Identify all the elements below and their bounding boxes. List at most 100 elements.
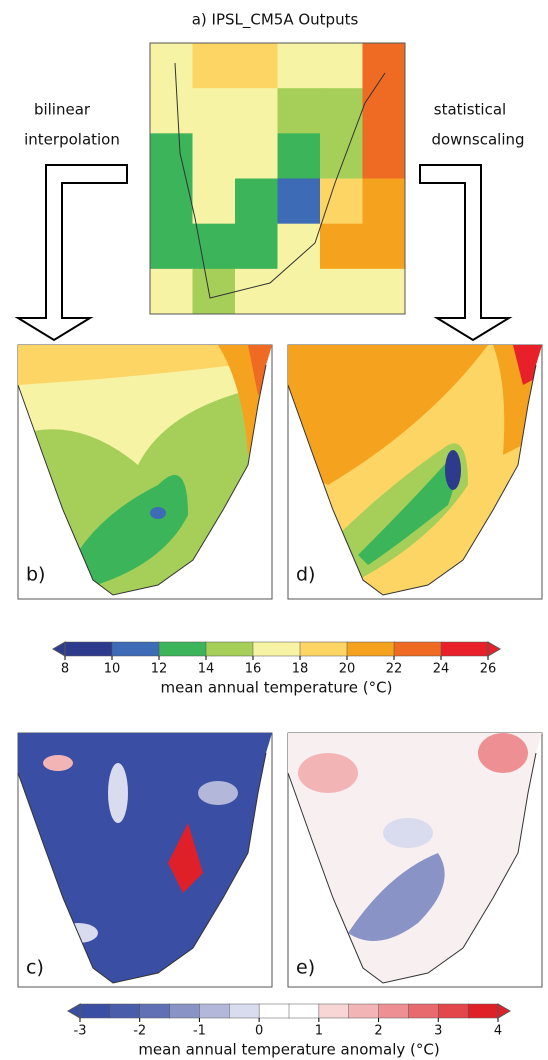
colorbar-bin xyxy=(440,641,489,657)
colorbar-tick-label: 20 xyxy=(339,662,356,677)
colorbar-extension xyxy=(52,641,66,657)
colorbar-bin xyxy=(318,1003,350,1019)
colorbar-bin xyxy=(467,1003,499,1019)
grid-cell xyxy=(362,133,406,179)
colorbar-tick-label: 26 xyxy=(480,662,497,677)
colorbar-tick-label: 0 xyxy=(255,1024,263,1039)
colorbar-extension xyxy=(487,641,501,657)
grid-cell xyxy=(277,178,321,225)
arrow-right xyxy=(419,164,513,342)
arrow-label: statistical xyxy=(434,101,506,119)
colorbar-bin xyxy=(258,1003,290,1019)
colorbar-tick-label: 16 xyxy=(245,662,262,677)
colorbar-tick-label: 10 xyxy=(104,662,121,677)
grid-cell xyxy=(277,268,321,315)
colorbar-tick-label: -3 xyxy=(74,1024,87,1039)
panel-label: b) xyxy=(26,564,45,586)
grid-cell xyxy=(320,268,363,315)
colorbar-tick-label: 3 xyxy=(434,1024,442,1039)
colorbar-bin xyxy=(288,1003,320,1019)
coastline xyxy=(174,62,386,299)
colorbar-bin xyxy=(348,1003,380,1019)
grid-cell xyxy=(277,88,321,134)
colorbar-bin xyxy=(169,1003,200,1019)
grid-cell xyxy=(235,43,278,89)
colorbar-tick-label: 1 xyxy=(315,1024,323,1039)
colorbar-bin xyxy=(346,641,395,657)
colorbar-bin xyxy=(109,1003,141,1019)
panel-a-title: a) IPSL_CM5A Outputs xyxy=(192,11,359,30)
grid-cell xyxy=(150,88,193,134)
grid-cell xyxy=(235,268,278,315)
grid-cell xyxy=(150,223,193,270)
grid-cell xyxy=(192,133,236,179)
colorbar-bin xyxy=(229,1003,260,1019)
panel-label: e) xyxy=(296,957,315,979)
map-panel-c: c) xyxy=(17,732,273,988)
grid-cell xyxy=(320,88,363,134)
colorbar-extension xyxy=(497,1003,511,1019)
arrow-label: downscaling xyxy=(431,131,524,149)
frame xyxy=(149,42,406,315)
grid-cell xyxy=(192,178,236,225)
grid-cell xyxy=(362,43,406,89)
colorbar-tick-label: 8 xyxy=(61,662,69,677)
grid-cell xyxy=(362,178,406,225)
coarse-grid-map xyxy=(149,42,406,315)
colorbar-tick-label: 18 xyxy=(292,662,309,677)
colorbar-bin xyxy=(299,641,348,657)
colorbar-tick-label: -2 xyxy=(133,1024,146,1039)
colorbar-bin xyxy=(438,1003,469,1019)
grid-cell xyxy=(192,88,236,134)
grid-cell xyxy=(192,223,236,270)
grid-cell xyxy=(192,268,236,315)
colorbar-bin xyxy=(408,1003,439,1019)
grid-cell xyxy=(320,223,363,270)
colorbar-bin xyxy=(252,641,301,657)
colorbar-tick-label: -1 xyxy=(193,1024,206,1039)
grid-cell xyxy=(362,223,406,270)
colorbar-bin xyxy=(64,641,113,657)
colorbar-label: mean annual temperature anomaly (°C) xyxy=(138,1041,439,1059)
grid-cell xyxy=(362,88,406,134)
colorbar-tick-label: 14 xyxy=(198,662,215,677)
colorbar-bin xyxy=(111,641,160,657)
map-panel-e: e) xyxy=(287,732,543,988)
grid-cell xyxy=(320,133,363,179)
grid-cell xyxy=(150,178,193,225)
grid-cell xyxy=(150,43,193,89)
grid-cell xyxy=(150,268,193,315)
grid-cell xyxy=(192,43,236,89)
grid-cell xyxy=(235,88,278,134)
colorbar-bin xyxy=(158,641,207,657)
colorbar-bin xyxy=(393,641,442,657)
grid-cell xyxy=(150,133,193,179)
map-panel-d: d) xyxy=(287,344,543,600)
colorbar-tick-label: 4 xyxy=(494,1024,502,1039)
colorbar-bin xyxy=(79,1003,111,1019)
grid-cell xyxy=(320,43,363,89)
grid-cell xyxy=(235,223,278,270)
arrow-left xyxy=(14,164,128,342)
colorbar-bin xyxy=(378,1003,409,1019)
grid-cell xyxy=(277,133,321,179)
colorbar-bin xyxy=(139,1003,171,1019)
panel-label: d) xyxy=(296,564,315,586)
grid-cell xyxy=(320,178,363,225)
grid-cell xyxy=(362,268,406,315)
colorbar-tick-label: 22 xyxy=(386,662,403,677)
colorbar-bin xyxy=(205,641,254,657)
arrow-label: bilinear xyxy=(34,101,91,119)
panel-label: c) xyxy=(26,957,44,979)
colorbar-tick-label: 12 xyxy=(151,662,168,677)
map-panel-b: b) xyxy=(17,344,273,600)
colorbar-extension xyxy=(67,1003,81,1019)
grid-cell xyxy=(235,178,278,225)
colorbar-label: mean annual temperature (°C) xyxy=(161,679,393,697)
grid-cell xyxy=(277,43,321,89)
colorbar-bin xyxy=(199,1003,230,1019)
colorbar-tick-label: 2 xyxy=(374,1024,382,1039)
grid-cell xyxy=(277,223,321,270)
